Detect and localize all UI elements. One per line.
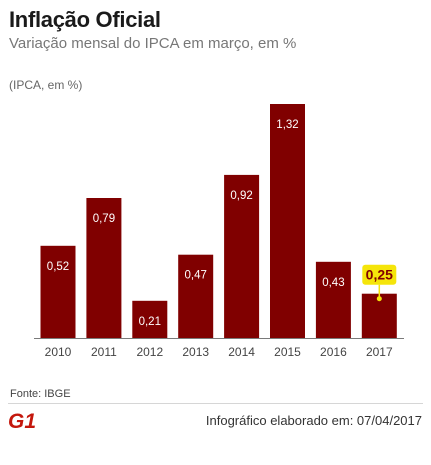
bar-2016 [315, 261, 351, 338]
chart-title: Inflação Oficial [9, 7, 161, 32]
x-tick-2012: 2012 [136, 345, 163, 359]
x-tick-2013: 2013 [182, 345, 209, 359]
highlight-dot [376, 296, 382, 302]
x-tick-2011: 2011 [91, 345, 117, 359]
unit-label: (IPCA, em %) [9, 78, 82, 92]
x-tick-2015: 2015 [274, 345, 301, 359]
bar-2013 [178, 254, 214, 338]
g1-logo-icon: G1 [8, 410, 36, 431]
x-tick-2014: 2014 [228, 345, 255, 359]
highlight-label-bg [362, 264, 397, 285]
data-label-2010: 0,52 [47, 261, 69, 273]
bar-2010 [40, 245, 76, 338]
data-label-2014: 0,92 [230, 190, 252, 202]
bar-2015 [270, 104, 305, 338]
data-label-2015: 1,32 [276, 119, 298, 131]
x-tick-2010: 2010 [45, 345, 72, 359]
source-note: Fonte: IBGE [10, 388, 71, 400]
x-tick-2017: 2017 [366, 345, 393, 359]
x-tick-2016: 2016 [320, 345, 347, 359]
data-label-2017: 0,25 [366, 267, 393, 283]
footer-divider [8, 403, 423, 404]
bar-chart: (IPCA, em %) 0,52 2010 0,79 2011 0,21 2012 0,47… [9, 78, 404, 359]
bar-2014 [224, 174, 260, 338]
bar-2012 [132, 300, 168, 338]
chart-subtitle: Variação mensal do IPCA em março, em % [9, 35, 297, 52]
data-label-2012: 0,21 [139, 316, 161, 328]
data-label-2011: 0,79 [93, 213, 115, 225]
infographic-credit: Infográfico elaborado em: 07/04/2017 [205, 413, 422, 428]
bar-2011 [86, 198, 122, 338]
data-label-2016: 0,43 [322, 277, 344, 289]
g1-logo-text: G1 [8, 410, 36, 431]
data-label-2013: 0,47 [185, 270, 207, 282]
